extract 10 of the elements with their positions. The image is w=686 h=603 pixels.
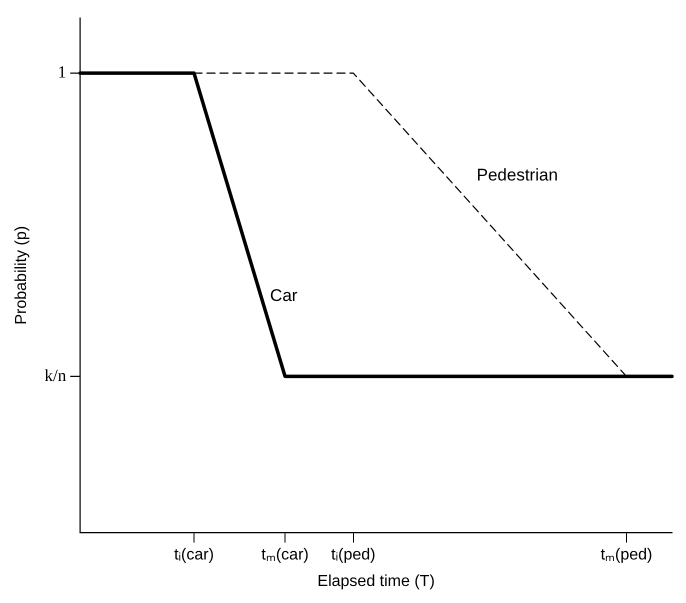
series-label: Car (270, 286, 298, 306)
x-tick-label: tₘ(ped) (600, 546, 652, 564)
y-axis-title: Probability (p) (13, 226, 30, 325)
text: 1 (58, 62, 66, 82)
x-tick-label: tᵢ(car) (174, 546, 214, 564)
series-label: Pedestrian (476, 165, 558, 184)
x-tick-label: tₘ(car) (261, 546, 309, 564)
text: k/n (44, 366, 67, 385)
x-axis-title: Elapsed time (T) (317, 572, 435, 590)
x-tick-label: tᵢ(ped) (331, 546, 376, 564)
